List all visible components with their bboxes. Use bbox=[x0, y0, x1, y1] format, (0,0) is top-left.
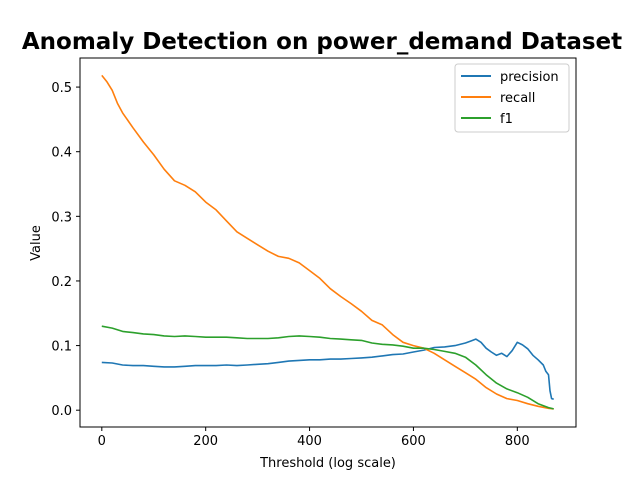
legend: precision recall f1 bbox=[454, 63, 570, 133]
plot-lines bbox=[101, 74, 554, 410]
y-tick-label: 0.4 bbox=[51, 146, 72, 161]
y-tick-label: 0.1 bbox=[51, 340, 72, 355]
y-tick-label: 0.5 bbox=[51, 81, 72, 96]
x-axis-label: Threshold (log scale) bbox=[259, 456, 396, 471]
chart-title: Anomaly Detection on power_demand Datase… bbox=[22, 29, 622, 55]
y-axis-label: Value bbox=[29, 225, 44, 261]
legend-box bbox=[454, 63, 570, 133]
legend-label-f1: f1 bbox=[500, 112, 513, 127]
x-tick-label: 0 bbox=[98, 434, 106, 449]
x-tick-label: 400 bbox=[297, 434, 322, 449]
legend-label-recall: recall bbox=[500, 91, 535, 106]
y-tick-label: 0.2 bbox=[51, 275, 72, 290]
x-tick-label: 200 bbox=[193, 434, 218, 449]
y-axis-ticks: 0.0 0.1 0.2 0.3 0.4 0.5 bbox=[51, 81, 80, 419]
series-line-f1 bbox=[101, 325, 554, 410]
x-tick-label: 800 bbox=[505, 434, 530, 449]
y-tick-label: 0.3 bbox=[51, 210, 72, 225]
plot-area bbox=[79, 57, 577, 428]
legend-label-precision: precision bbox=[500, 70, 559, 85]
series-line-recall bbox=[101, 74, 554, 410]
x-tick-label: 600 bbox=[401, 434, 426, 449]
x-axis-ticks: 0 200 400 600 800 bbox=[98, 427, 530, 449]
series-line-precision bbox=[101, 338, 554, 400]
y-tick-label: 0.0 bbox=[51, 404, 72, 419]
